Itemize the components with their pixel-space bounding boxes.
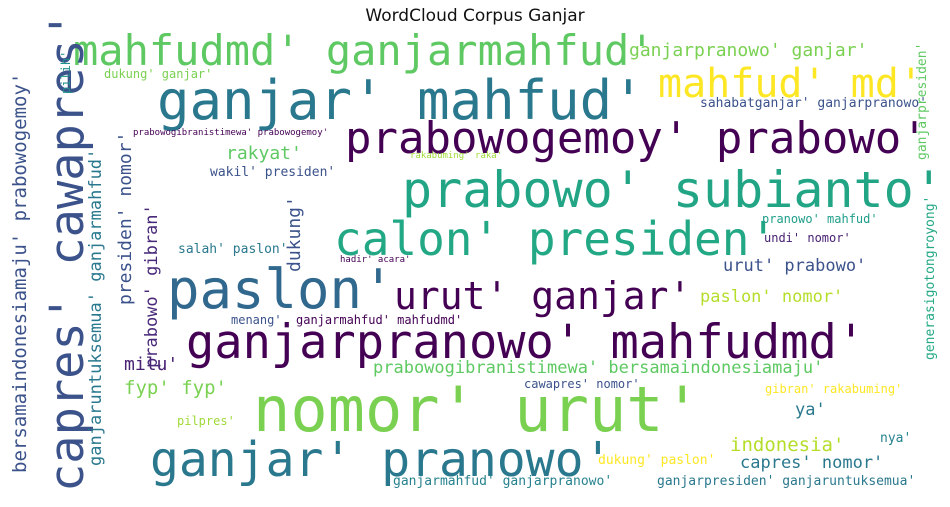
word: dukung' ganjar'	[104, 67, 213, 81]
word: menang'	[231, 313, 282, 327]
word: paslon'	[167, 258, 395, 321]
word: ganjar' pranowo'	[150, 432, 613, 488]
word: prabowo' gibran'	[142, 204, 162, 368]
word: urut' prabowo'	[723, 256, 867, 276]
word: bersamaindonesiamaju' prabowogemoy'	[9, 72, 31, 473]
word: ganjarpranowo' mahfudmd'	[186, 315, 866, 370]
word: sahabatganjar' ganjarpranowo'	[700, 96, 927, 111]
word: ganjaruntuksemua' ganjarmahfud'	[86, 148, 106, 466]
word: pilpres'	[177, 414, 235, 428]
wordcloud-title: WordCloud Corpus Ganjar	[365, 6, 585, 26]
word: wakil' presiden'	[210, 165, 336, 180]
word: ganjarpresiden' ganjaruntuksemua'	[657, 474, 916, 489]
word: milu'	[124, 354, 179, 375]
word: paslon' nomor'	[700, 287, 844, 307]
word: urut' ganjar'	[394, 274, 692, 318]
word: hadir' acara'	[340, 255, 411, 265]
word: ganjarmahfud' ganjarpranowo'	[393, 474, 613, 489]
word: gibran' rakabuming'	[765, 382, 903, 396]
word: mahfud' md'	[658, 61, 923, 107]
word: undi' nomor'	[764, 231, 851, 245]
word: mahfudmd' ganjarmahfud'	[73, 26, 655, 75]
word: ganjar' mahfud'	[157, 69, 645, 132]
word: nya'	[880, 431, 912, 446]
word: nomor' urut'	[253, 373, 701, 446]
word: rakabuming' raka'	[410, 151, 503, 161]
word: prabowo' subianto'	[402, 161, 944, 219]
word: ya'	[795, 400, 826, 420]
word: generasigotongroyong'	[923, 195, 938, 360]
word: prabowogemoy' prabowo'	[345, 113, 928, 164]
word: salah' paslon'	[178, 242, 288, 257]
word: pilih'	[59, 50, 73, 94]
word: dukung'	[284, 196, 305, 272]
word: indonesia'	[730, 434, 845, 456]
word: rakyat'	[226, 143, 302, 164]
word: calon' presiden'	[334, 212, 778, 266]
word: prabowogibranistimewa' prabowogemoy'	[133, 128, 329, 138]
word: cawapres' nomor'	[524, 377, 640, 391]
word: capres' nomor'	[740, 453, 884, 473]
word: fyp' fyp'	[124, 377, 227, 399]
word: dukung' paslon'	[598, 453, 716, 468]
word: pranowo' mahfud'	[762, 212, 878, 226]
word: presiden' nomor'	[115, 131, 136, 305]
word: ganjarmahfud' mahfudmd'	[296, 313, 463, 327]
word: prabowogibranistimewa' bersamaindonesiam…	[373, 358, 824, 378]
word: ganjarpranowo' ganjar'	[629, 40, 868, 61]
word: ganjarpresiden'	[915, 42, 930, 160]
